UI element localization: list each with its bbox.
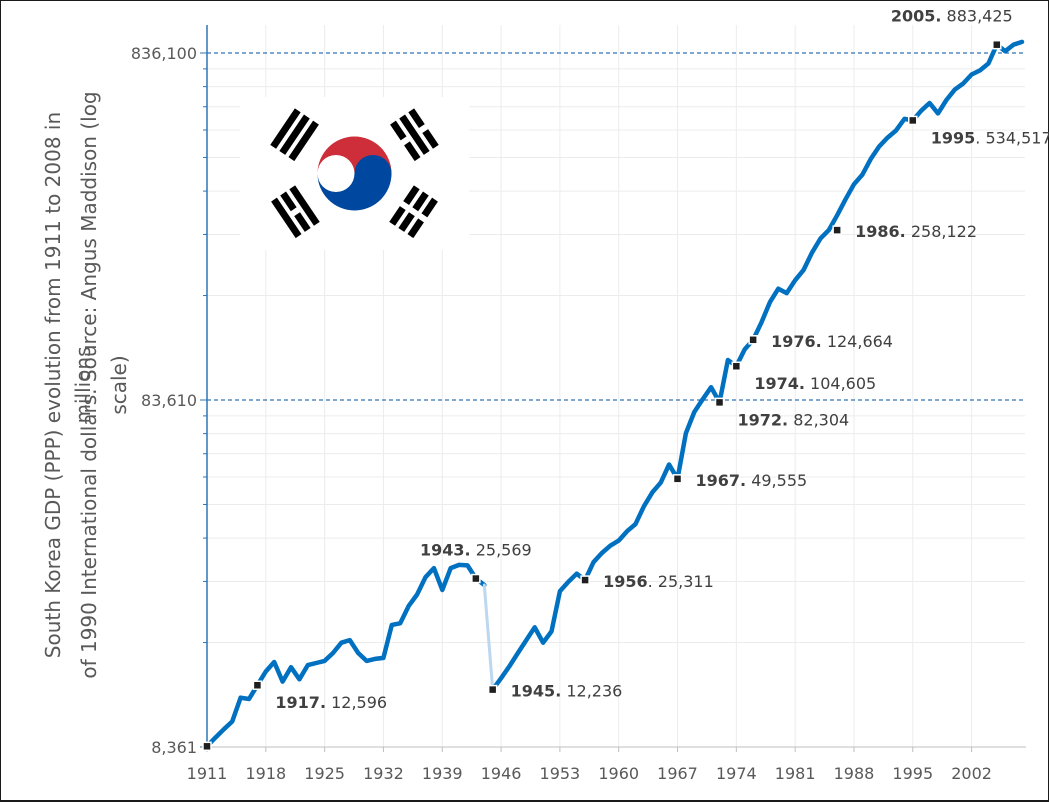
data-marker	[202, 741, 212, 752]
data-marker	[714, 397, 725, 408]
data-label: 1974. 104,605	[754, 374, 876, 393]
taegeuk-emblem	[317, 136, 392, 211]
data-marker	[471, 573, 481, 584]
x-tick-label: 2002	[951, 764, 992, 783]
data-label-year: 1943.	[420, 541, 471, 560]
x-tick-label: 1988	[834, 764, 875, 783]
trigram-bar	[270, 108, 301, 149]
trigram-bar	[398, 212, 415, 232]
trigram-bottom-left	[271, 185, 320, 239]
data-label-year: 1986.	[855, 222, 906, 241]
data-marker	[832, 225, 842, 235]
x-tick-label: 1995	[892, 764, 933, 783]
data-label-value: 49,555	[746, 471, 807, 490]
trigram-bottom-right	[389, 185, 438, 239]
data-label: 1967. 49,555	[696, 471, 808, 490]
data-label-year: 1976.	[771, 332, 822, 351]
x-tick-label: 1911	[187, 764, 228, 783]
x-tick-label: 1953	[540, 764, 581, 783]
trigram-bar	[280, 191, 297, 212]
x-tick-label: 1946	[481, 764, 522, 783]
trigram-bar	[421, 197, 438, 218]
data-label: 1943. 25,569	[420, 541, 532, 560]
data-labels: 1917. 12,596 1943. 25,569 1945. 12,236 1956…	[275, 7, 1049, 713]
data-label-year: 1972.	[738, 410, 789, 429]
trigram-top-right	[390, 108, 439, 162]
reference-lines	[207, 52, 1025, 401]
data-marker	[580, 575, 590, 585]
data-label: 1976. 124,664	[771, 332, 893, 351]
x-tick-label: 1967	[657, 764, 698, 783]
data-marker	[487, 684, 498, 695]
x-tick-label: 1981	[775, 764, 816, 783]
x-tick-label: 1974	[716, 764, 757, 783]
data-label-value: . 25,311	[648, 572, 714, 591]
trigram-bar	[399, 114, 430, 155]
data-label-value: 25,569	[471, 541, 532, 560]
trigram-bar	[412, 191, 429, 212]
gdp-series-line	[204, 562, 487, 749]
axis-ticks: 8,361 83,610 836,100 1911 1918 1925 1932 1939 19…	[131, 44, 992, 783]
data-marker	[992, 39, 1002, 50]
y-tick-label: 836,100	[131, 44, 197, 63]
data-marker	[252, 680, 263, 690]
data-label-value: 12,596	[326, 693, 387, 712]
data-label-value: 258,122	[906, 222, 977, 241]
x-tick-label: 1932	[363, 764, 404, 783]
data-label-year: 1967.	[696, 471, 747, 490]
data-label-year: 1945.	[511, 682, 562, 701]
data-label: 1956. 25,311	[603, 572, 714, 591]
trigram-bar	[422, 129, 439, 149]
trigram-bar	[404, 141, 421, 162]
trigram-bar	[288, 120, 319, 162]
x-tick-label: 1925	[304, 764, 345, 783]
data-label-value: 124,664	[822, 332, 893, 351]
south-korea-flag	[240, 97, 469, 250]
data-label: 1986. 258,122	[855, 222, 977, 241]
data-marker	[672, 474, 683, 484]
data-label-value: 883,425	[941, 7, 1012, 26]
x-tick-label: 1960	[598, 764, 639, 783]
data-label: 1972. 82,304	[738, 410, 850, 429]
data-label-year: 1995	[931, 128, 976, 147]
trigram-bar	[408, 108, 425, 129]
data-label: 1995. 534,517	[931, 128, 1049, 147]
data-label: 1945. 12,236	[511, 682, 623, 701]
x-tick-label: 1918	[245, 764, 286, 783]
axes	[203, 25, 1026, 751]
trigram-bar	[294, 212, 311, 232]
data-label-year: 1956	[603, 572, 648, 591]
trigram-bar	[407, 218, 424, 239]
trigram-top-left	[270, 108, 319, 162]
trigram-bar	[403, 185, 420, 206]
taegeuk-blue	[317, 155, 392, 211]
trigram-bar	[289, 185, 320, 226]
data-label-year: 2005.	[891, 7, 942, 26]
data-label-value: 104,605	[805, 374, 876, 393]
y-tick-label: 8,361	[151, 738, 197, 757]
data-label-value: 12,236	[561, 682, 622, 701]
x-tick-label: 1939	[422, 764, 463, 783]
data-label-value: 82,304	[788, 410, 849, 429]
data-label-year: 1917.	[275, 693, 326, 712]
data-label-value: . 534,517	[975, 128, 1049, 147]
data-marker	[748, 335, 758, 345]
data-label: 1917. 12,596	[275, 693, 387, 712]
data-marker	[731, 361, 742, 371]
trigram-bar	[390, 120, 407, 141]
data-marker	[908, 115, 918, 126]
data-markers	[202, 39, 1002, 752]
trigram-bar	[271, 197, 302, 239]
trigram-bar	[279, 114, 310, 155]
data-label-year: 1974.	[754, 374, 805, 393]
data-label: 2005. 883,425	[891, 7, 1013, 26]
trigram-bar	[389, 206, 406, 226]
series-gap-line	[482, 583, 495, 692]
y-tick-label: 83,610	[141, 391, 197, 410]
